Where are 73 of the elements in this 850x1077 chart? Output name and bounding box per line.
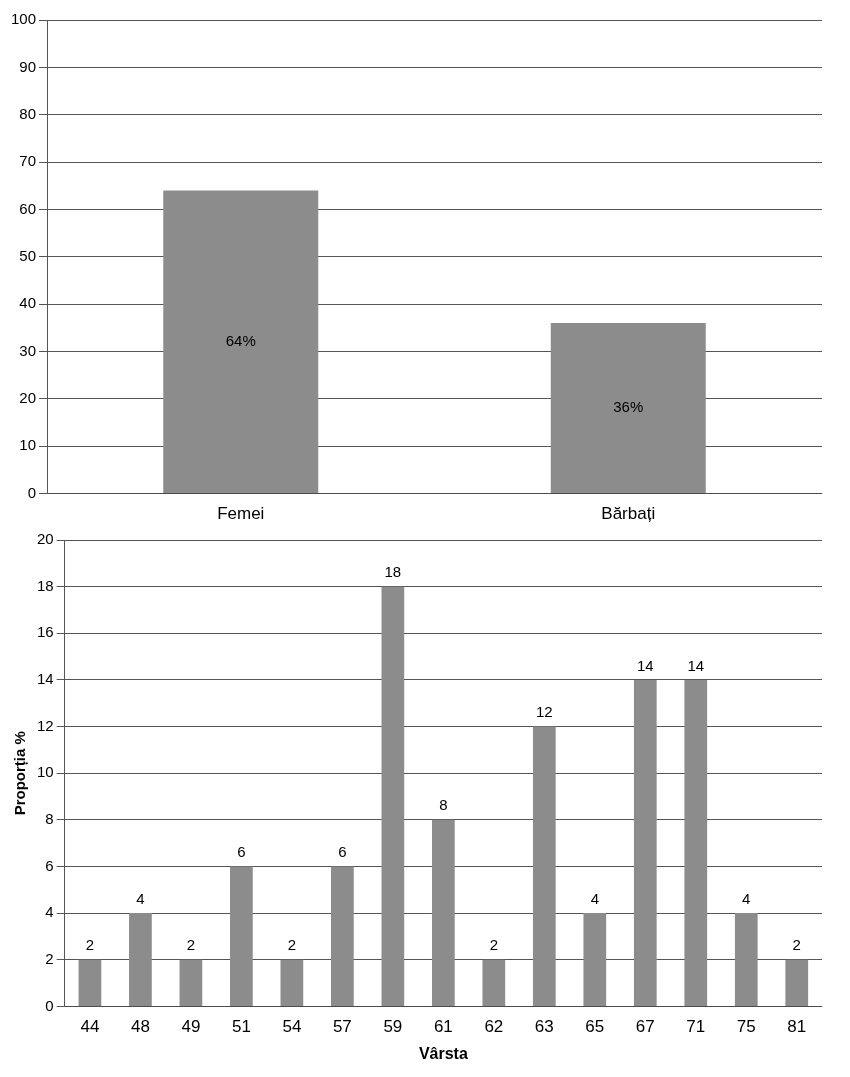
data-label: 2 bbox=[85, 936, 95, 954]
data-label: 36% bbox=[613, 398, 644, 416]
x-tick-label: 75 bbox=[736, 1017, 756, 1037]
bar bbox=[129, 913, 152, 1006]
x-tick-label: 48 bbox=[130, 1017, 150, 1037]
x-tick-label: 57 bbox=[332, 1017, 352, 1037]
y-tick-label: 10 bbox=[19, 436, 37, 454]
data-label: 4 bbox=[742, 889, 751, 907]
y-tick-label: 20 bbox=[19, 389, 37, 407]
y-tick-label: 0 bbox=[45, 996, 54, 1014]
data-label: 64% bbox=[225, 331, 256, 349]
data-label: 14 bbox=[636, 656, 654, 674]
bar bbox=[179, 959, 203, 1006]
data-label: 12 bbox=[535, 703, 553, 721]
y-tick-label: 0 bbox=[27, 483, 37, 501]
y-tick-label: 70 bbox=[19, 152, 37, 170]
y-tick-label: 12 bbox=[37, 716, 54, 734]
x-tick-label: 54 bbox=[282, 1017, 302, 1037]
y-tick-label: 60 bbox=[19, 199, 37, 217]
x-tick-label: 59 bbox=[383, 1017, 403, 1037]
data-label: 2 bbox=[489, 936, 498, 954]
y-tick-label: 10 bbox=[37, 763, 54, 781]
data-label: 2 bbox=[287, 936, 297, 954]
bar bbox=[381, 586, 405, 1006]
bar bbox=[230, 866, 253, 1006]
data-label: 8 bbox=[439, 796, 448, 814]
data-label: 18 bbox=[384, 563, 402, 581]
x-tick-label: 67 bbox=[635, 1017, 655, 1037]
bar bbox=[431, 819, 455, 1006]
y-tick-label: 30 bbox=[19, 341, 37, 359]
x-tick-label: 49 bbox=[181, 1017, 201, 1037]
bar bbox=[583, 913, 607, 1006]
data-label: 4 bbox=[590, 889, 599, 907]
data-label: 2 bbox=[792, 936, 801, 954]
bar bbox=[280, 959, 304, 1006]
x-tick-label: 65 bbox=[585, 1017, 605, 1037]
x-tick-label: Femei bbox=[217, 504, 265, 524]
y-tick-label: 14 bbox=[37, 670, 54, 688]
bar bbox=[482, 959, 506, 1006]
x-tick-label: 62 bbox=[484, 1017, 504, 1037]
bar bbox=[684, 679, 708, 1006]
x-tick-label: 44 bbox=[80, 1017, 100, 1037]
data-label: 6 bbox=[338, 843, 347, 861]
y-tick-label: 40 bbox=[19, 294, 37, 312]
bar bbox=[734, 913, 758, 1006]
x-tick-label: 81 bbox=[787, 1017, 807, 1037]
x-tick-label: 71 bbox=[686, 1017, 706, 1037]
x-axis-title: Vârsta bbox=[418, 1044, 468, 1062]
y-axis-title: Proporția % bbox=[11, 731, 29, 816]
y-tick-label: 8 bbox=[45, 809, 54, 827]
data-label: 4 bbox=[136, 889, 145, 907]
y-tick-label: 4 bbox=[45, 903, 54, 921]
x-tick-label: Bărbați bbox=[601, 504, 656, 524]
bar bbox=[78, 959, 102, 1006]
y-tick-label: 50 bbox=[19, 246, 37, 264]
data-label: 6 bbox=[237, 843, 246, 861]
y-tick-label: 6 bbox=[45, 856, 54, 874]
bar bbox=[785, 959, 809, 1006]
x-tick-label: 51 bbox=[231, 1017, 251, 1037]
y-tick-label: 100 bbox=[11, 10, 37, 28]
bar bbox=[532, 726, 556, 1006]
y-tick-label: 18 bbox=[37, 576, 54, 594]
x-tick-label: 63 bbox=[534, 1017, 554, 1037]
y-tick-label: 80 bbox=[19, 104, 37, 122]
y-tick-label: 20 bbox=[37, 530, 54, 548]
bar bbox=[633, 679, 657, 1006]
data-label: 14 bbox=[687, 656, 705, 674]
x-tick-label: 61 bbox=[433, 1017, 453, 1037]
y-tick-label: 90 bbox=[19, 57, 37, 75]
data-label: 2 bbox=[186, 936, 196, 954]
y-tick-label: 2 bbox=[45, 949, 54, 967]
y-tick-label: 16 bbox=[37, 623, 54, 641]
bar bbox=[331, 866, 354, 1006]
